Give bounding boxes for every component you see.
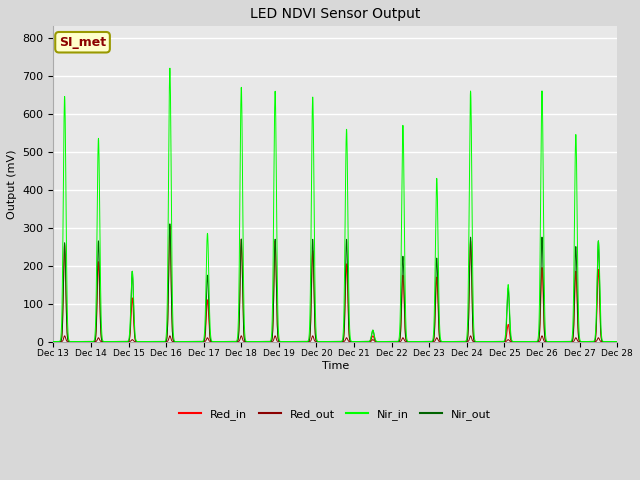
Title: LED NDVI Sensor Output: LED NDVI Sensor Output (250, 7, 420, 21)
Y-axis label: Output (mV): Output (mV) (7, 149, 17, 219)
Text: SI_met: SI_met (59, 36, 106, 49)
X-axis label: Time: Time (322, 361, 349, 371)
Legend: Red_in, Red_out, Nir_in, Nir_out: Red_in, Red_out, Nir_in, Nir_out (175, 405, 496, 424)
